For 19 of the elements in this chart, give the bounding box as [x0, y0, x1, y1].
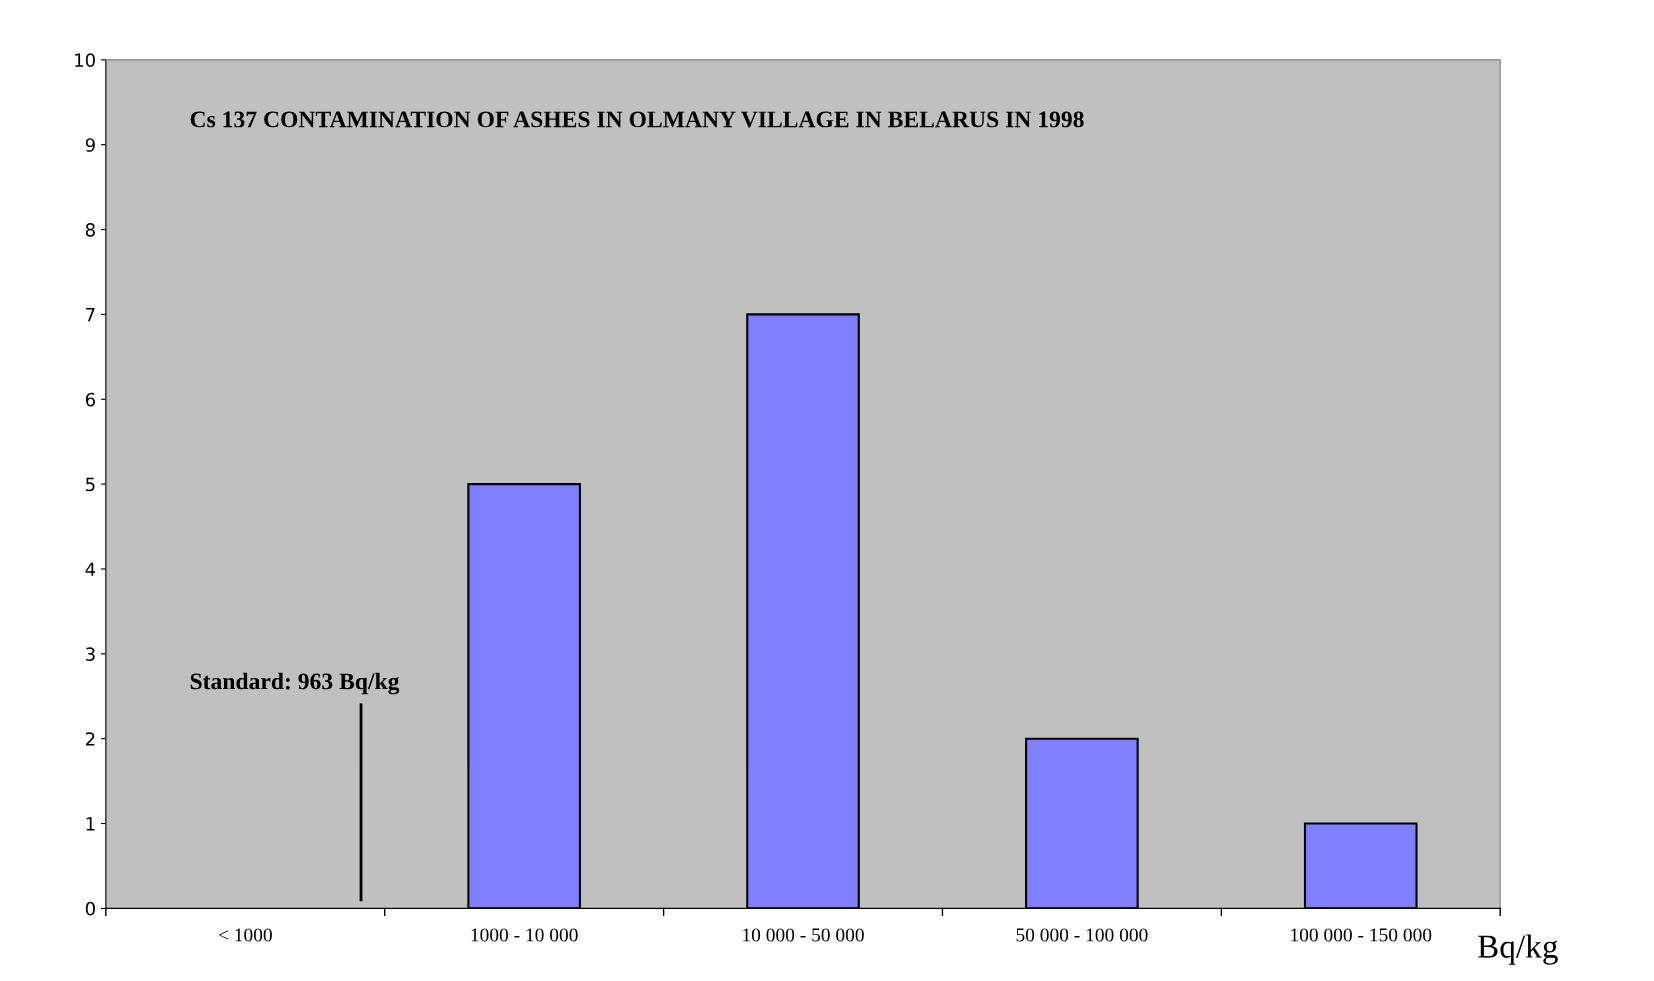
y-tick-label: 3 [86, 647, 95, 661]
y-tick-label: 1 [86, 817, 95, 831]
y-tick-label: 4 [85, 562, 96, 576]
x-axis-title: Bq/kg [1477, 934, 1558, 965]
y-tick-label: 8 [85, 223, 95, 237]
x-tick-label: 10 000 - 50 000 [743, 928, 864, 942]
y-tick-label: 0 [85, 901, 95, 916]
x-tick-label: 100 000 - 150 000 [1291, 928, 1432, 942]
ref-line-label: Standard: 963 Bq/kg [190, 672, 400, 695]
x-tick-label: < 1000 [218, 928, 272, 942]
y-tick-label: 9 [85, 138, 95, 152]
y-tick-label: 2 [85, 732, 95, 746]
y-tick-label: 6 [85, 392, 95, 407]
x-tick-label: 1000 - 10 000 [471, 928, 578, 942]
y-tick-label: 7 [86, 308, 95, 322]
y-tick-label: 10 [75, 53, 95, 67]
text: Cs 137 CONTAMINATION OF ASHES IN OLMANY VILLAGE IN BELARUS IN 1998 [190, 111, 1084, 128]
y-tick-label: 5 [86, 477, 95, 492]
x-tick-label: 50 000 - 100 000 [1016, 928, 1148, 942]
